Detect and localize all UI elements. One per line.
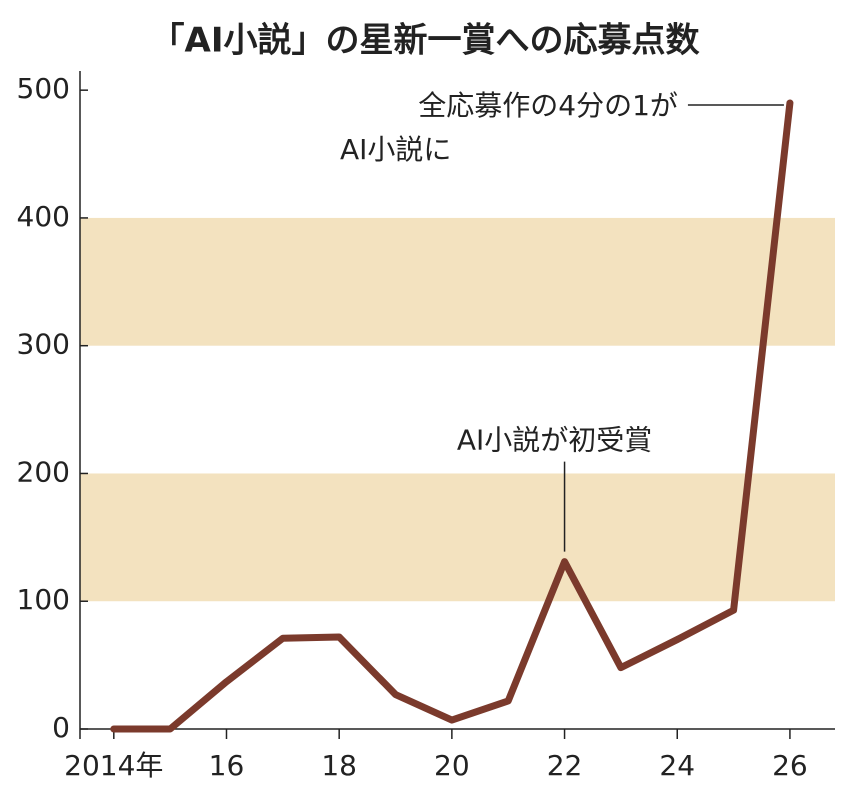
annotation-text: AI小説に (340, 133, 451, 166)
annotation: AI小説が初受賞 (457, 424, 652, 552)
x-tick-label: 22 (547, 749, 583, 782)
x-tick-label: 2014年 (64, 749, 163, 782)
x-tick-label: 26 (772, 749, 808, 782)
y-tick-label: 200 (17, 455, 70, 488)
x-tick-label: 16 (209, 749, 245, 782)
y-tick-label: 0 (52, 711, 70, 744)
grid-band (80, 217, 835, 346)
data-line (110, 99, 794, 733)
annotation: 全応募作の4分の1が AI小説に (340, 89, 784, 166)
chart-title: 「AI小説」の星新一賞への応募点数 (151, 21, 700, 61)
x-tick-label: 24 (659, 749, 695, 782)
annotation-text: AI小説が初受賞 (457, 424, 652, 457)
y-tick-label: 300 (17, 328, 70, 361)
x-tick-label: 20 (434, 749, 470, 782)
x-tick-label: 18 (321, 749, 357, 782)
grid-band (80, 473, 835, 602)
y-tick-label: 400 (17, 200, 70, 233)
y-tick-label: 100 (17, 583, 70, 616)
y-tick-label: 500 (17, 72, 70, 105)
annotation-text: 全応募作の4分の1が (418, 89, 678, 122)
